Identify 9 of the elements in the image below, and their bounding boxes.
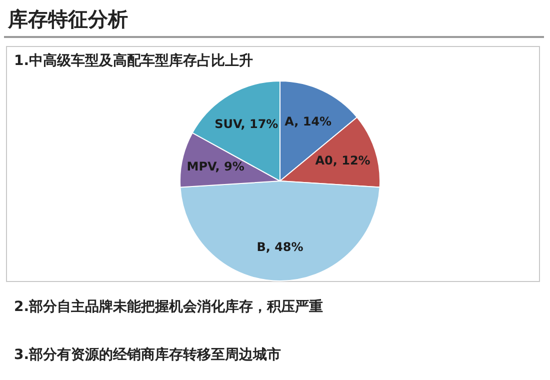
slice-label: MPV, 9% — [186, 160, 244, 174]
slice-label: A, 14% — [284, 114, 332, 128]
slice-label: SUV, 17% — [214, 117, 278, 132]
chart-subtitle: 1.中高级车型及高配车型库存占比上升 — [14, 52, 254, 70]
chart-title: 库存特征分析 — [8, 6, 128, 33]
text: 2.部分自主品牌未能把握机会消化库存，积压严重 — [14, 298, 324, 316]
slice-label: B, 48% — [256, 240, 304, 254]
text: 3.部分有资源的经销商库存转移至周边城市 — [14, 346, 282, 364]
slice-label: A0, 12% — [315, 154, 370, 168]
